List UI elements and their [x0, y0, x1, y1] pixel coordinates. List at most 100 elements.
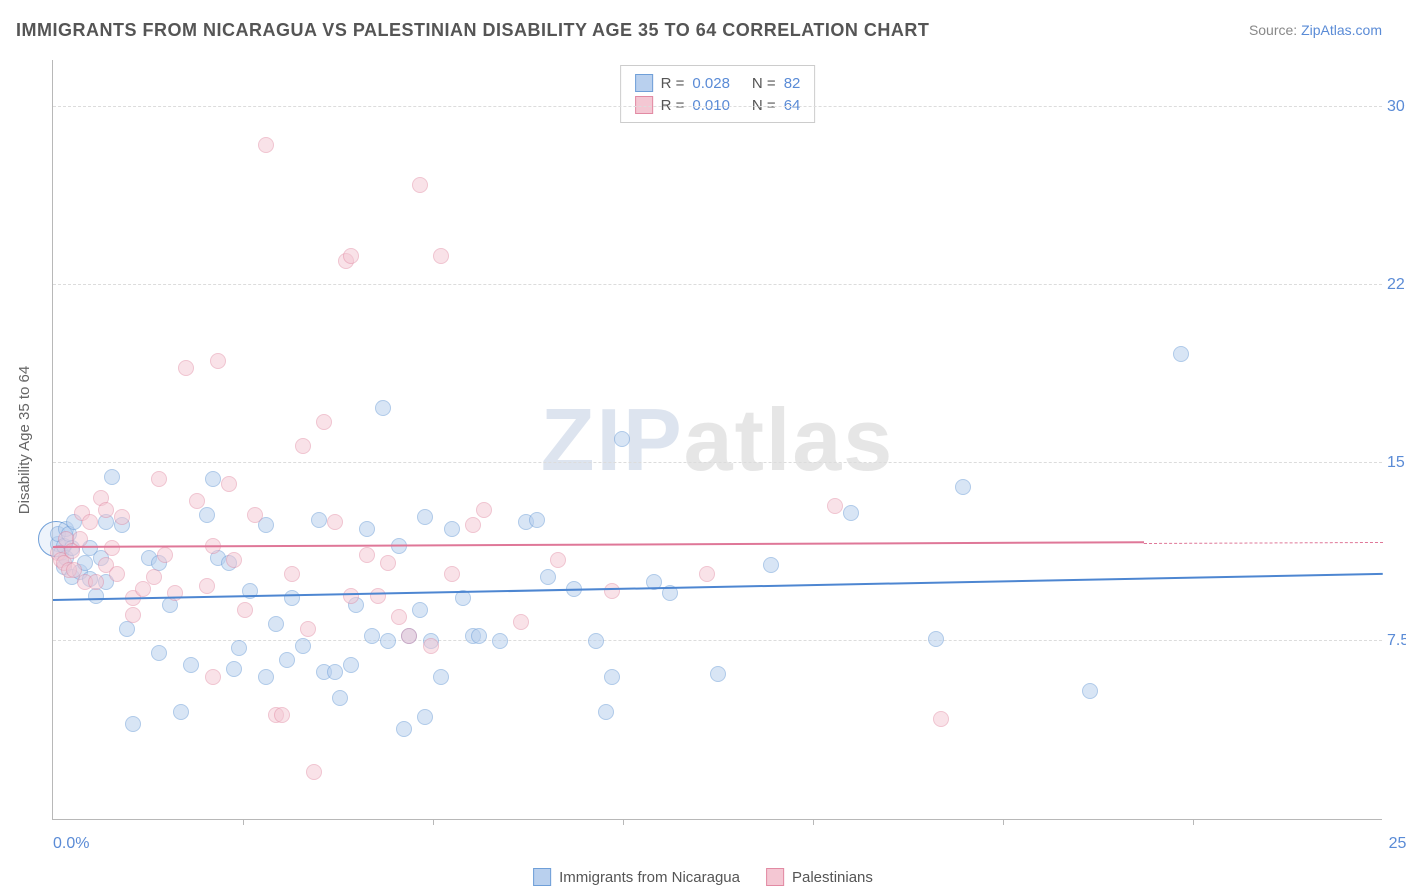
scatter-point — [300, 621, 316, 637]
scatter-point — [199, 578, 215, 594]
scatter-point — [189, 493, 205, 509]
scatter-point — [226, 552, 242, 568]
scatter-point — [380, 555, 396, 571]
scatter-point — [268, 616, 284, 632]
x-tick — [243, 819, 244, 825]
scatter-point — [540, 569, 556, 585]
scatter-point — [295, 638, 311, 654]
scatter-point — [258, 137, 274, 153]
scatter-point — [604, 583, 620, 599]
scatter-point — [412, 177, 428, 193]
x-tick — [1193, 819, 1194, 825]
scatter-point — [178, 360, 194, 376]
scatter-point — [417, 509, 433, 525]
scatter-point — [699, 566, 715, 582]
scatter-point — [370, 588, 386, 604]
scatter-point — [119, 621, 135, 637]
scatter-point — [933, 711, 949, 727]
scatter-point — [391, 609, 407, 625]
watermark-zip: ZIP — [541, 390, 684, 489]
source-label: Source: — [1249, 22, 1301, 38]
scatter-point — [1173, 346, 1189, 362]
scatter-point — [151, 645, 167, 661]
scatter-point — [226, 661, 242, 677]
scatter-point — [513, 614, 529, 630]
scatter-point — [284, 590, 300, 606]
swatch-icon — [635, 74, 653, 92]
scatter-point — [375, 400, 391, 416]
chart-title: IMMIGRANTS FROM NICARAGUA VS PALESTINIAN… — [16, 20, 929, 41]
scatter-point — [104, 540, 120, 556]
scatter-point — [1082, 683, 1098, 699]
x-tick — [813, 819, 814, 825]
scatter-point — [199, 507, 215, 523]
scatter-point — [827, 498, 843, 514]
scatter-point — [343, 588, 359, 604]
x-tick — [1003, 819, 1004, 825]
scatter-point — [316, 414, 332, 430]
scatter-point — [104, 469, 120, 485]
swatch-icon — [766, 868, 784, 886]
scatter-point — [380, 633, 396, 649]
scatter-point — [598, 704, 614, 720]
scatter-point — [109, 566, 125, 582]
scatter-point — [284, 566, 300, 582]
scatter-point — [332, 690, 348, 706]
series-label-0: Immigrants from Nicaragua — [559, 869, 740, 886]
scatter-point — [258, 669, 274, 685]
scatter-point — [343, 657, 359, 673]
scatter-point — [396, 721, 412, 737]
scatter-point — [343, 248, 359, 264]
scatter-point — [167, 585, 183, 601]
swatch-icon — [533, 868, 551, 886]
source-link[interactable]: ZipAtlas.com — [1301, 22, 1382, 38]
scatter-point — [423, 638, 439, 654]
scatter-point — [763, 557, 779, 573]
y-tick-label: 22.5% — [1387, 276, 1406, 294]
scatter-point — [210, 353, 226, 369]
scatter-point — [476, 502, 492, 518]
scatter-point — [471, 628, 487, 644]
scatter-point — [205, 471, 221, 487]
scatter-point — [125, 716, 141, 732]
scatter-point — [433, 669, 449, 685]
scatter-point — [327, 514, 343, 530]
scatter-point — [364, 628, 380, 644]
x-tick-label: 0.0% — [53, 835, 89, 853]
scatter-point — [221, 476, 237, 492]
scatter-point — [529, 512, 545, 528]
scatter-point — [247, 507, 263, 523]
scatter-point — [412, 602, 428, 618]
scatter-point — [295, 438, 311, 454]
scatter-point — [183, 657, 199, 673]
r-value-0: 0.028 — [692, 75, 730, 92]
scatter-point — [465, 517, 481, 533]
r-label: R = — [661, 75, 685, 92]
series-label-1: Palestinians — [792, 869, 873, 886]
scatter-point — [955, 479, 971, 495]
legend-correlation: R = 0.028 N = 82 R = 0.010 N = 64 — [620, 65, 816, 123]
scatter-point — [274, 707, 290, 723]
scatter-point — [237, 602, 253, 618]
source-attribution: Source: ZipAtlas.com — [1249, 22, 1382, 38]
scatter-point — [327, 664, 343, 680]
gridline — [53, 640, 1382, 641]
scatter-point — [114, 509, 130, 525]
scatter-point — [359, 521, 375, 537]
scatter-point — [306, 764, 322, 780]
n-label: N = — [752, 75, 776, 92]
gridline — [53, 284, 1382, 285]
y-tick-label: 7.5% — [1387, 632, 1406, 650]
scatter-point — [151, 471, 167, 487]
x-tick-label: 25.0% — [1389, 835, 1406, 853]
scatter-point — [444, 521, 460, 537]
x-tick — [433, 819, 434, 825]
gridline — [53, 462, 1382, 463]
scatter-point — [279, 652, 295, 668]
legend-item: Immigrants from Nicaragua — [533, 868, 740, 886]
scatter-point — [417, 709, 433, 725]
scatter-point — [146, 569, 162, 585]
scatter-point — [588, 633, 604, 649]
scatter-point — [205, 669, 221, 685]
trendline-dashed — [1144, 541, 1383, 543]
